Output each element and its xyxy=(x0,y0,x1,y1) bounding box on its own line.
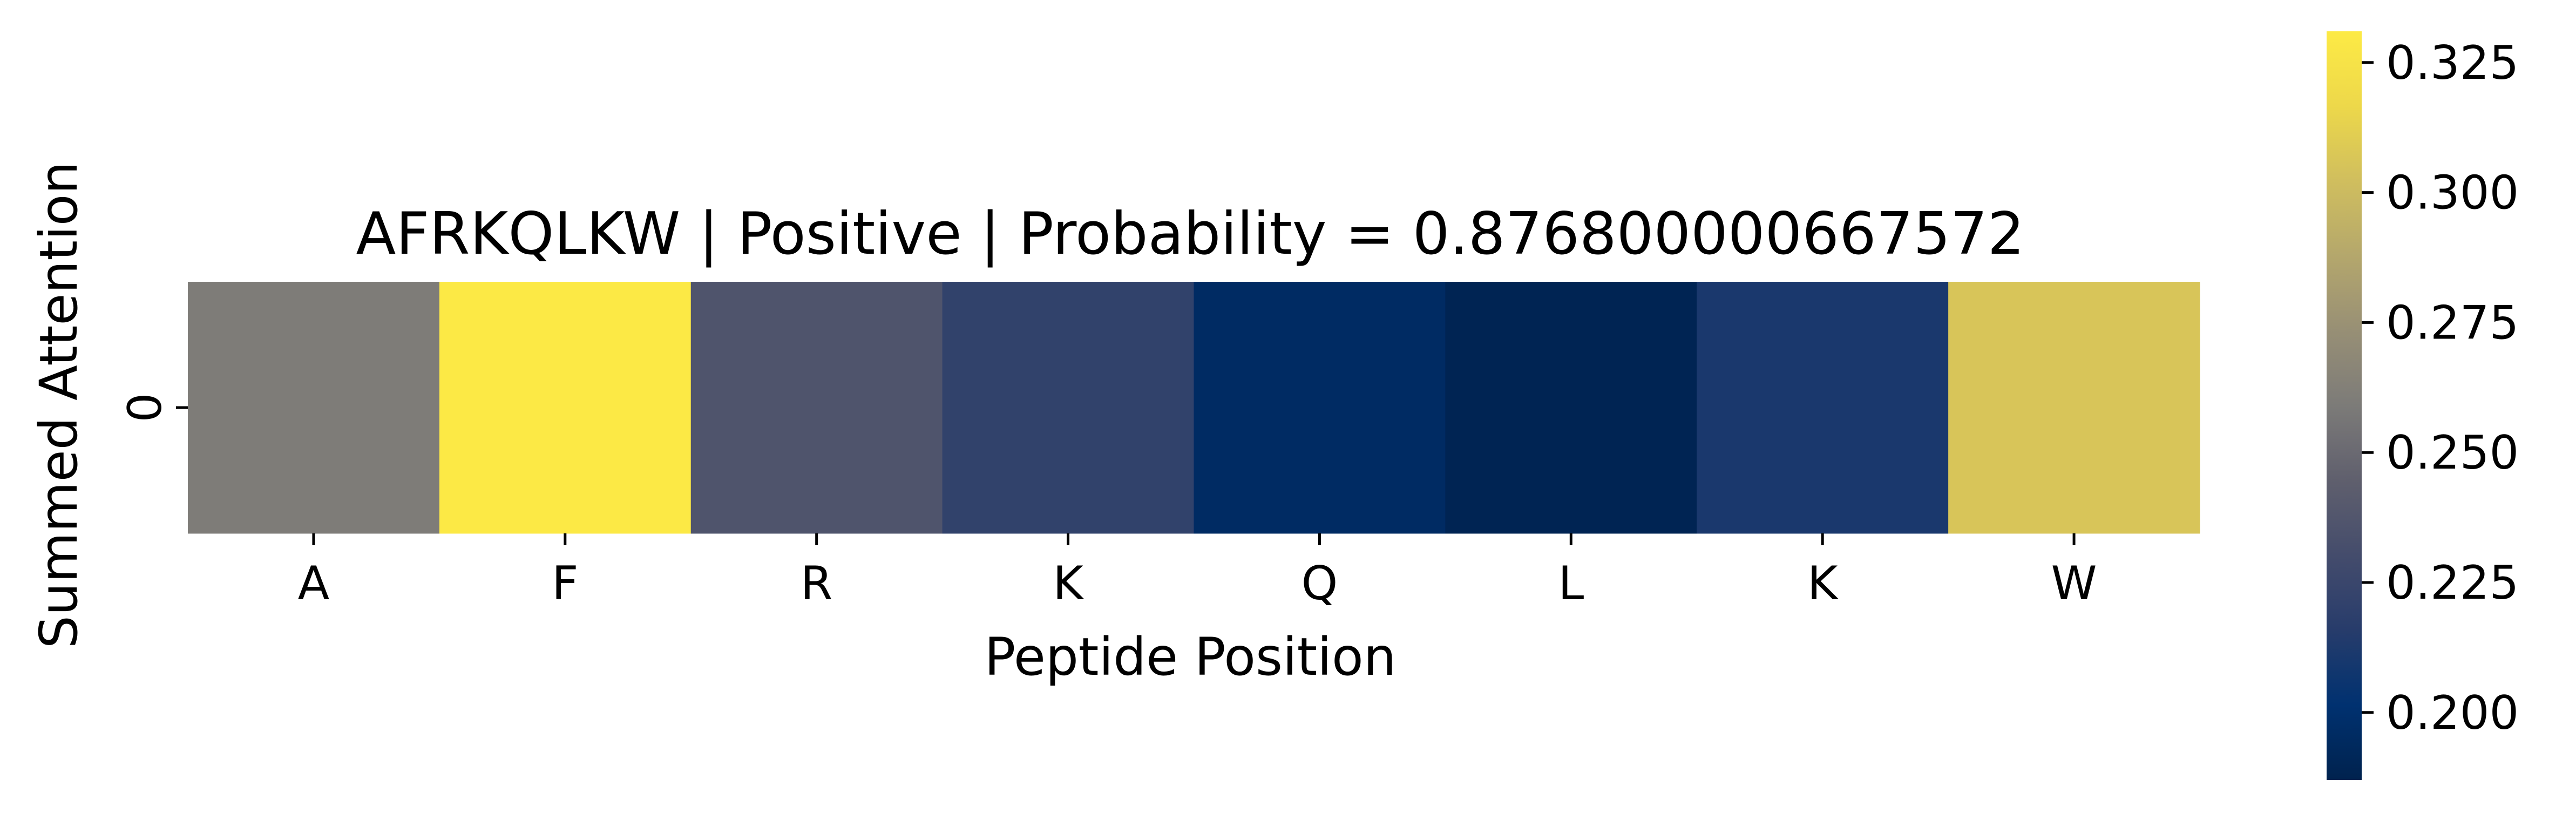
x-tick-label: A xyxy=(298,557,330,611)
colorbar-tick-label: 0.200 xyxy=(2386,686,2519,740)
x-tick-label: Q xyxy=(1301,557,1338,611)
colorbar: 0.200 0.225 0.250 0.275 0.300 0.325 xyxy=(2327,31,2519,780)
heatmap-cell xyxy=(1948,282,2200,534)
x-tick-label: W xyxy=(2051,557,2097,611)
x-tick-label: K xyxy=(1053,557,1084,611)
x-axis-label: Peptide Position xyxy=(984,627,1396,687)
x-tick-label: L xyxy=(1558,557,1584,611)
y-ticks: 0 xyxy=(118,393,188,423)
colorbar-tick-label: 0.300 xyxy=(2386,166,2519,220)
heatmap-cell xyxy=(188,282,440,534)
colorbar-tick-label: 0.325 xyxy=(2386,36,2519,90)
colorbar-tick-label: 0.250 xyxy=(2386,426,2519,480)
colorbar-tick-label: 0.225 xyxy=(2386,556,2519,610)
heatmap-cell xyxy=(942,282,1194,534)
heatmap-cell xyxy=(1697,282,1949,534)
x-tick-label: F xyxy=(552,557,578,611)
y-axis-label: Summed Attention xyxy=(29,161,89,648)
heatmap-cells xyxy=(188,282,2200,534)
colorbar-gradient xyxy=(2327,31,2362,780)
heatmap-cell xyxy=(1445,282,1697,534)
x-tick-label: R xyxy=(801,557,833,611)
y-tick-label: 0 xyxy=(118,393,172,423)
heatmap-cell xyxy=(690,282,943,534)
heatmap-cell xyxy=(1194,282,1446,534)
heatmap-cell xyxy=(439,282,692,534)
x-tick-label: K xyxy=(1807,557,1839,611)
colorbar-tick-label: 0.275 xyxy=(2386,296,2519,350)
chart-title: AFRKQLKW | Positive | Probability = 0.87… xyxy=(356,200,2024,268)
